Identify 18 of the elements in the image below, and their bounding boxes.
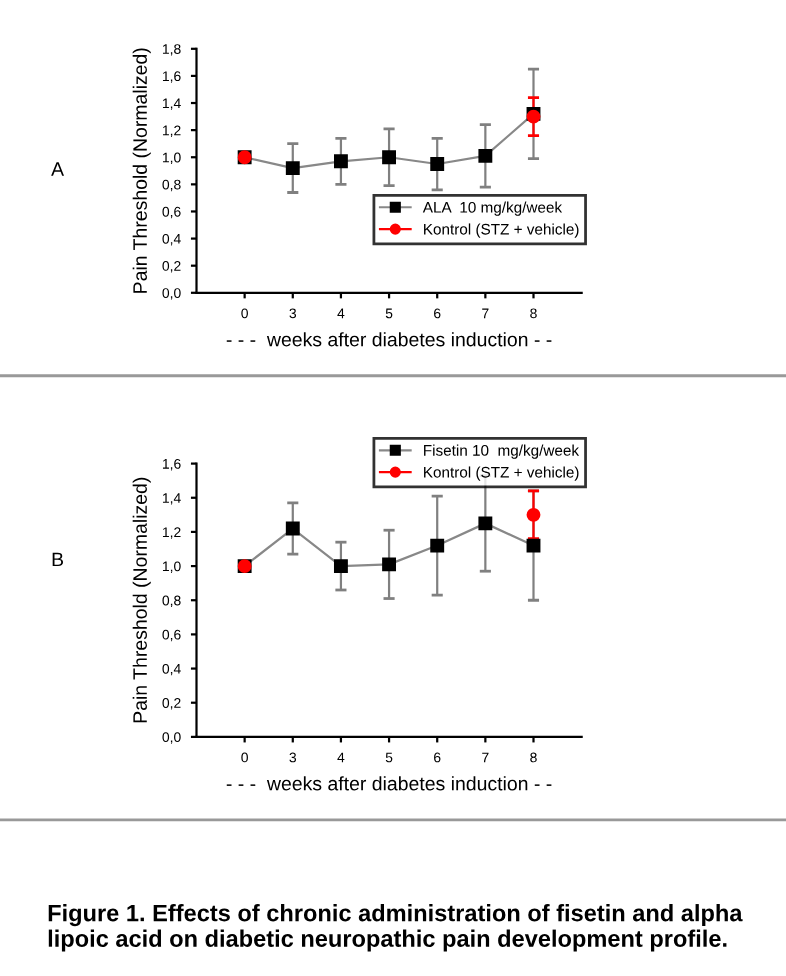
point bbox=[430, 157, 445, 171]
point bbox=[430, 538, 445, 553]
point bbox=[478, 516, 493, 531]
x-axis-title: - - - weeks after diabetes induction - - bbox=[226, 332, 552, 347]
y-axis-title: Pain Threshold (Normalized) bbox=[132, 48, 151, 293]
y-axis-title: Pain Threshold (Normalized) bbox=[132, 477, 151, 723]
text: B bbox=[52, 552, 64, 567]
point bbox=[478, 148, 493, 163]
point bbox=[382, 150, 397, 165]
point bbox=[285, 521, 300, 536]
point bbox=[333, 559, 348, 574]
point bbox=[526, 507, 541, 522]
point bbox=[333, 154, 348, 169]
text: A bbox=[51, 162, 65, 176]
point bbox=[382, 557, 397, 572]
x-axis-title: - - - weeks after diabetes induction - - bbox=[226, 776, 552, 791]
caption: Figure 1. Effects of chronic administration of fisetin and alpha lipoic acid on diabetic neuropathic pain development profile. bbox=[48, 904, 743, 952]
point bbox=[285, 161, 300, 176]
